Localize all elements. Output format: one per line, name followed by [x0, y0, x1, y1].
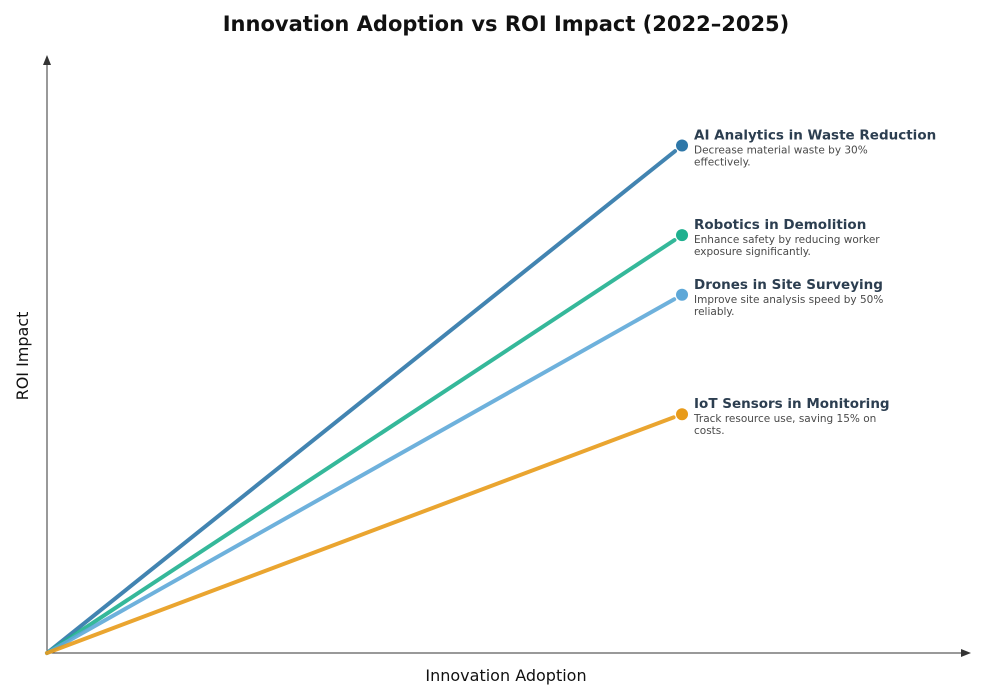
series-label: Drones in Site Surveying [694, 277, 883, 293]
series-description: costs. [694, 425, 725, 437]
series-description: Enhance safety by reducing worker [694, 234, 880, 246]
y-axis-label: ROI Impact [13, 312, 32, 401]
series-line [45, 415, 676, 655]
series-label: IoT Sensors in Monitoring [694, 396, 890, 412]
series-label: AI Analytics in Waste Reduction [694, 128, 936, 144]
series-end-point [676, 139, 689, 152]
series-line [45, 238, 677, 655]
series-description: Track resource use, saving 15% on [693, 413, 876, 425]
x-axis-label: Innovation Adoption [425, 666, 586, 685]
series-line [45, 297, 677, 655]
series-end-point [676, 229, 689, 242]
series-end-point [676, 288, 689, 301]
series-label: Robotics in Demolition [694, 217, 866, 233]
series-end-point [676, 408, 689, 421]
series-description: exposure significantly. [694, 246, 811, 258]
series-ai-analytics-in-waste-reduction: AI Analytics in Waste ReductionDecrease … [45, 128, 936, 655]
series-description: effectively. [694, 157, 751, 169]
series-layer: AI Analytics in Waste ReductionDecrease … [45, 128, 936, 655]
series-line [45, 149, 677, 655]
series-description: Decrease material waste by 30% [694, 145, 868, 157]
chart-title: Innovation Adoption vs ROI Impact (2022–… [223, 12, 790, 36]
series-description: Improve site analysis speed by 50% [694, 294, 883, 306]
series-description: reliably. [694, 306, 734, 318]
